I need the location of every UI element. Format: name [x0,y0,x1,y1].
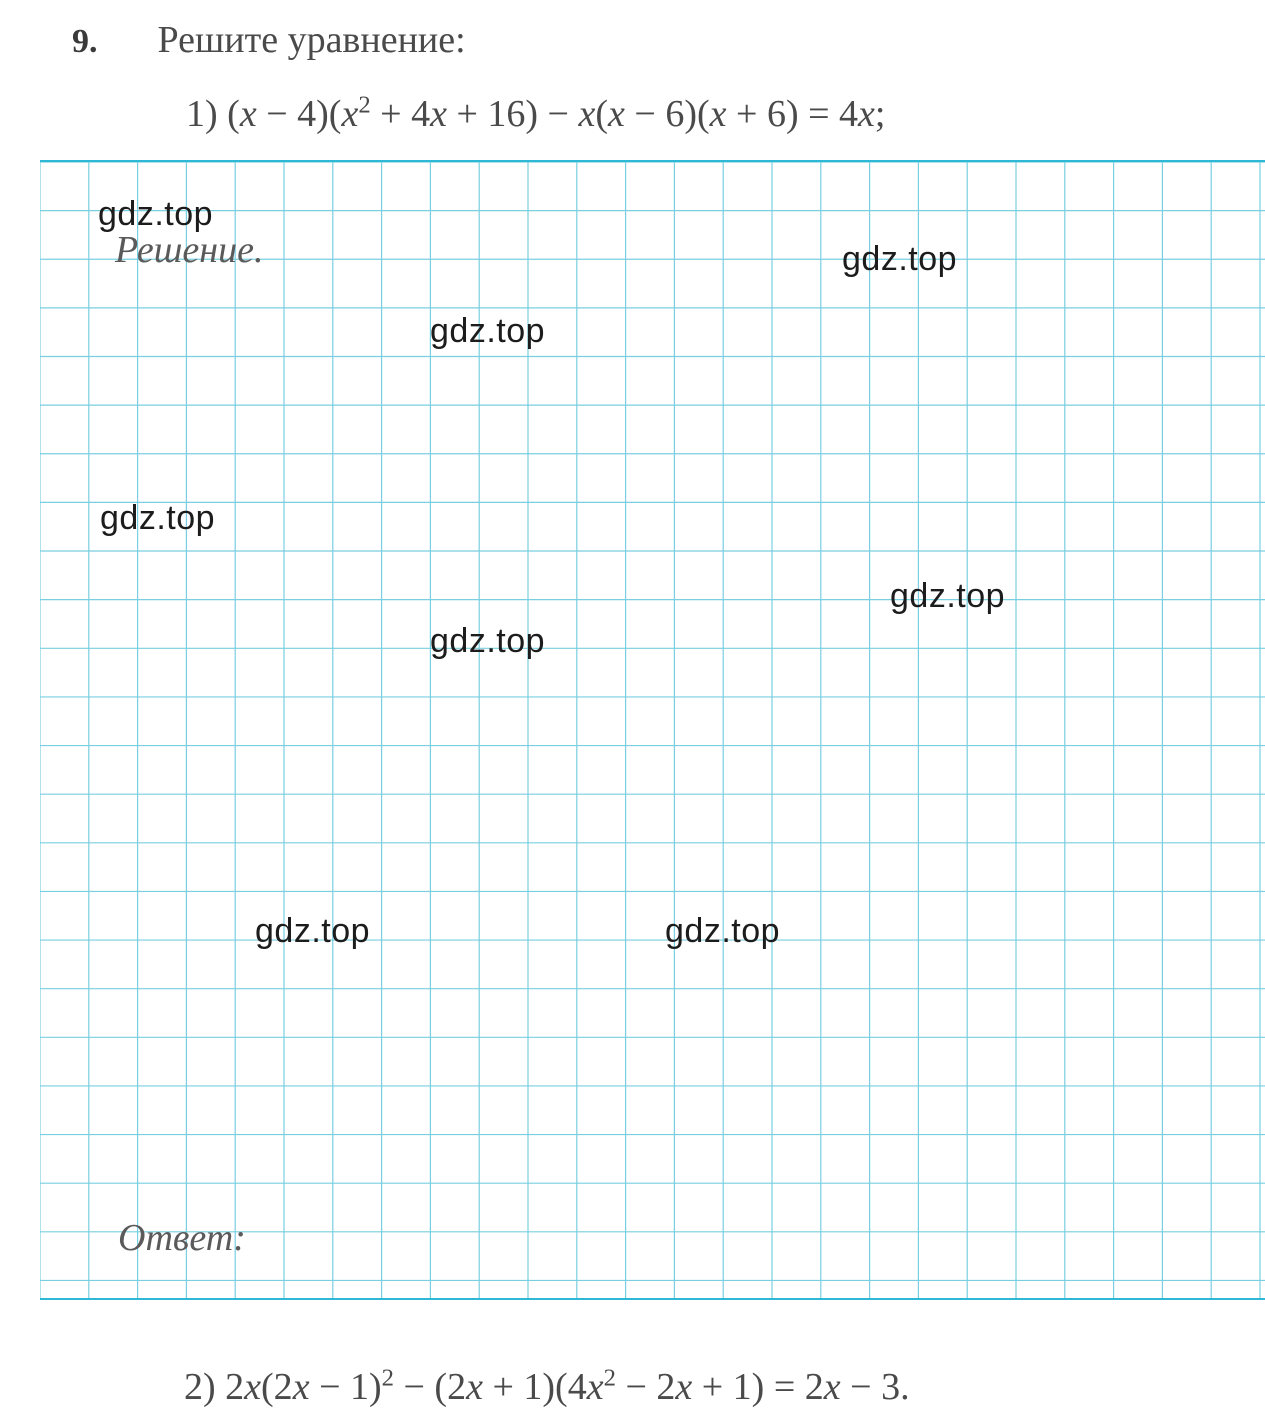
equation-2-body: 2x(2x − 1)2 − (2x + 1)(4x2 − 2x + 1) = 2… [225,1366,909,1408]
watermark: gdz.top [100,499,215,538]
answer-label: Ответ: [118,1216,246,1260]
answer-grid [40,160,1265,1300]
worksheet-page: 9. Решите уравнение: 1) (x − 4)(x2 + 4x … [0,0,1265,1424]
equation-2-num: 2) [184,1366,216,1408]
problem-header: 9. Решите уравнение: [72,18,466,62]
problem-number: 9. [72,23,98,61]
watermark: gdz.top [842,240,957,279]
equation-1-body: (x − 4)(x2 + 4x + 16) − x(x − 6)(x + 6) … [227,93,885,135]
grid-lines [40,162,1265,1298]
answer-label-text: Ответ: [118,1217,246,1259]
equation-1-num: 1) [186,93,218,135]
watermark: gdz.top [665,912,780,951]
equation-2: 2) 2x(2x − 1)2 − (2x + 1)(4x2 − 2x + 1) … [184,1365,910,1409]
solution-label: Решение. [115,228,263,272]
watermark: gdz.top [430,312,545,351]
problem-title: Решите уравнение: [158,18,466,62]
watermark: gdz.top [430,622,545,661]
watermark: gdz.top [255,912,370,951]
solution-label-text: Решение. [115,229,263,271]
equation-1: 1) (x − 4)(x2 + 4x + 16) − x(x − 6)(x + … [186,92,885,136]
watermark: gdz.top [890,577,1005,616]
watermark: gdz.top [98,195,213,234]
